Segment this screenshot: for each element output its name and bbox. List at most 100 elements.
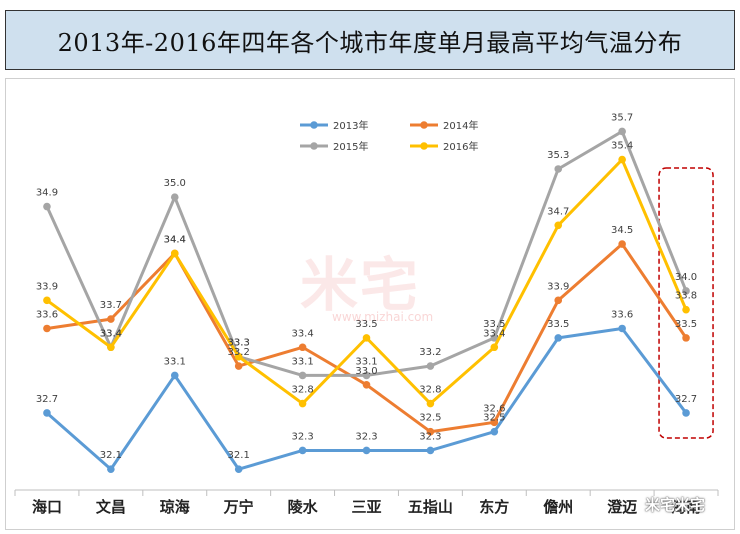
data-label: 33.1 [355, 356, 377, 367]
x-tick-label: 文昌 [96, 498, 126, 516]
data-point [490, 334, 499, 342]
data-label: 33.8 [675, 291, 697, 302]
data-point [107, 465, 115, 474]
data-point [170, 249, 179, 258]
x-tick-label: 海口 [32, 498, 62, 516]
data-point [107, 315, 115, 323]
data-label: 34.4 [164, 234, 186, 245]
data-point [554, 221, 563, 230]
data-point [490, 427, 499, 436]
data-point [362, 371, 371, 380]
data-point [554, 296, 563, 305]
data-point [682, 334, 690, 342]
data-label: 33.9 [547, 281, 569, 292]
data-point [298, 343, 307, 352]
data-label: 33.4 [291, 328, 313, 339]
data-label: 33.1 [291, 356, 313, 367]
data-label: 32.1 [228, 450, 250, 461]
data-label: 33.9 [36, 281, 58, 292]
data-label: 33.3 [228, 338, 250, 349]
data-point [554, 334, 563, 342]
legend-swatch-marker [310, 121, 318, 129]
data-point [426, 399, 435, 408]
data-label: 35.4 [611, 141, 633, 152]
data-label: 33.6 [611, 309, 633, 320]
x-tick-label: 儋州 [543, 498, 573, 516]
data-label: 32.7 [36, 394, 58, 405]
data-label: 33.7 [100, 300, 122, 311]
data-point [682, 305, 690, 314]
data-point [618, 240, 626, 248]
data-point [43, 296, 51, 305]
data-label: 35.3 [547, 150, 569, 161]
legend-swatch-marker [420, 121, 428, 129]
data-label: 35.7 [611, 112, 633, 123]
x-tick-label: 海南 [671, 498, 701, 516]
data-point [43, 409, 51, 417]
data-label: 34.9 [36, 188, 58, 199]
watermark-corner: 米宅米宅 [645, 496, 706, 514]
legend-label: 2013年 [333, 119, 368, 132]
data-point [234, 465, 243, 474]
data-point [107, 343, 115, 352]
data-point [618, 324, 626, 333]
data-label: 32.5 [419, 413, 441, 424]
data-point [170, 371, 179, 380]
data-point [490, 343, 499, 352]
data-label: 33.4 [483, 328, 505, 339]
highlight-box [658, 167, 714, 439]
watermark-url: www.mizhai.com [332, 310, 434, 324]
legend-swatch-marker [310, 142, 318, 150]
data-point [234, 362, 243, 370]
data-point [618, 127, 626, 136]
data-point [682, 287, 690, 295]
data-label: 32.5 [483, 413, 505, 424]
data-label: 32.1 [100, 450, 122, 461]
data-point [490, 418, 499, 427]
data-point [426, 446, 435, 455]
data-label: 33.5 [675, 319, 697, 330]
x-tick-label: 陵水 [288, 498, 319, 516]
data-label: 32.6 [483, 403, 505, 414]
data-label: 33.5 [355, 319, 377, 330]
chart-title-box: 2013年-2016年四年各个城市年度单月最高平均气温分布 [5, 10, 735, 70]
data-label: 33.1 [164, 356, 186, 367]
data-label: 33.0 [355, 366, 377, 377]
data-point [554, 165, 563, 173]
watermark-logo-text: 米宅 [300, 251, 421, 319]
data-label: 32.3 [355, 431, 377, 442]
data-label: 33.2 [228, 347, 250, 358]
data-point [426, 427, 435, 436]
data-point [298, 371, 307, 380]
data-point [682, 409, 690, 417]
data-label: 33.5 [483, 319, 505, 330]
legend-label: 2015年 [333, 140, 368, 153]
data-point [298, 399, 307, 408]
data-point [170, 193, 179, 201]
legend-label: 2014年 [443, 119, 478, 132]
x-tick-label: 东方 [479, 498, 509, 516]
data-label: 32.7 [675, 394, 697, 405]
x-tick-label: 三亚 [351, 498, 381, 516]
x-tick-label: 五指山 [408, 498, 453, 516]
x-tick-label: 琼海 [160, 498, 190, 516]
data-label: 32.3 [419, 431, 441, 442]
data-label: 33.5 [547, 319, 569, 330]
data-point [426, 362, 435, 370]
data-label: 33.2 [419, 347, 441, 358]
legend-label: 2016年 [443, 140, 478, 153]
data-label: 33.3 [228, 338, 250, 349]
data-point [362, 380, 371, 389]
chart-title: 2013年-2016年四年各个城市年度单月最高平均气温分布 [57, 28, 683, 57]
x-tick-label: 澄迈 [607, 498, 637, 516]
data-label: 32.8 [419, 385, 441, 396]
data-label: 32.3 [291, 431, 313, 442]
data-point [234, 352, 243, 361]
data-label: 34.5 [611, 225, 633, 236]
data-label: 34.0 [675, 272, 697, 283]
data-point [618, 155, 626, 164]
data-point [43, 202, 51, 211]
data-point [362, 334, 371, 342]
legend-swatch-marker [420, 142, 428, 150]
